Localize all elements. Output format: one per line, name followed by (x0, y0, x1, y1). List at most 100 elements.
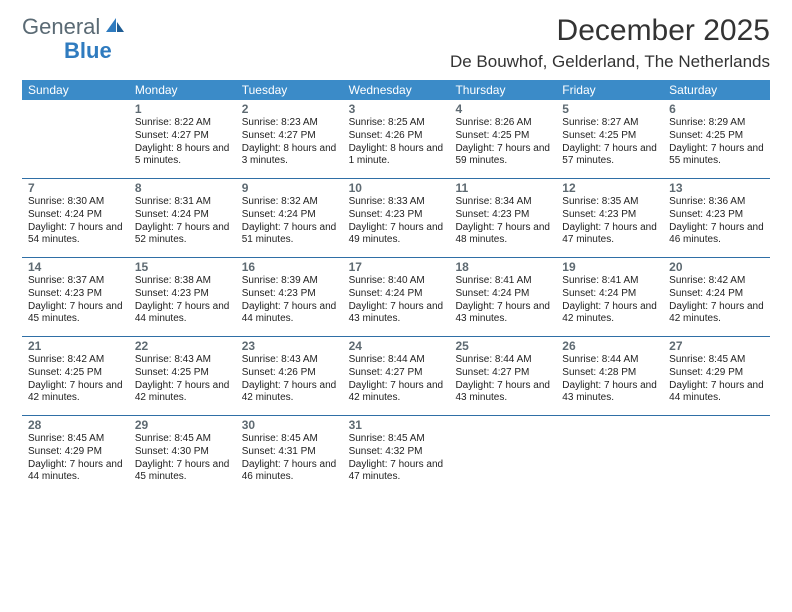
day-details: Sunrise: 8:41 AMSunset: 4:24 PMDaylight:… (562, 275, 657, 326)
sunrise-text: Sunrise: 8:31 AM (135, 196, 230, 209)
sunrise-text: Sunrise: 8:45 AM (28, 433, 123, 446)
sunset-text: Sunset: 4:29 PM (28, 446, 123, 459)
daylight-text: Daylight: 7 hours and 57 minutes. (562, 143, 657, 169)
calendar-day: 14Sunrise: 8:37 AMSunset: 4:23 PMDayligh… (22, 258, 129, 336)
sunset-text: Sunset: 4:23 PM (242, 288, 337, 301)
day-details: Sunrise: 8:42 AMSunset: 4:25 PMDaylight:… (28, 354, 123, 405)
day-details: Sunrise: 8:22 AMSunset: 4:27 PMDaylight:… (135, 117, 230, 168)
calendar-day: 12Sunrise: 8:35 AMSunset: 4:23 PMDayligh… (556, 179, 663, 257)
calendar-day: 18Sunrise: 8:41 AMSunset: 4:24 PMDayligh… (449, 258, 556, 336)
sunrise-text: Sunrise: 8:35 AM (562, 196, 657, 209)
sunset-text: Sunset: 4:26 PM (242, 367, 337, 380)
day-number: 21 (28, 339, 123, 353)
day-details: Sunrise: 8:44 AMSunset: 4:27 PMDaylight:… (455, 354, 550, 405)
day-number: 1 (135, 102, 230, 116)
weekday-header: Monday (129, 80, 236, 100)
calendar-day: 3Sunrise: 8:25 AMSunset: 4:26 PMDaylight… (343, 100, 450, 178)
weekday-header: Saturday (663, 80, 770, 100)
sunrise-text: Sunrise: 8:38 AM (135, 275, 230, 288)
daylight-text: Daylight: 7 hours and 45 minutes. (135, 459, 230, 485)
weekday-header: Thursday (449, 80, 556, 100)
day-details: Sunrise: 8:32 AMSunset: 4:24 PMDaylight:… (242, 196, 337, 247)
daylight-text: Daylight: 7 hours and 46 minutes. (242, 459, 337, 485)
sunset-text: Sunset: 4:26 PM (349, 130, 444, 143)
daylight-text: Daylight: 7 hours and 44 minutes. (28, 459, 123, 485)
sunset-text: Sunset: 4:25 PM (669, 130, 764, 143)
sunset-text: Sunset: 4:27 PM (135, 130, 230, 143)
day-number: 7 (28, 181, 123, 195)
day-details: Sunrise: 8:37 AMSunset: 4:23 PMDaylight:… (28, 275, 123, 326)
day-number: 12 (562, 181, 657, 195)
calendar-day: 29Sunrise: 8:45 AMSunset: 4:30 PMDayligh… (129, 416, 236, 494)
daylight-text: Daylight: 7 hours and 55 minutes. (669, 143, 764, 169)
day-details: Sunrise: 8:43 AMSunset: 4:25 PMDaylight:… (135, 354, 230, 405)
day-details: Sunrise: 8:38 AMSunset: 4:23 PMDaylight:… (135, 275, 230, 326)
daylight-text: Daylight: 7 hours and 42 minutes. (28, 380, 123, 406)
sunset-text: Sunset: 4:24 PM (242, 209, 337, 222)
day-details: Sunrise: 8:27 AMSunset: 4:25 PMDaylight:… (562, 117, 657, 168)
daylight-text: Daylight: 7 hours and 47 minutes. (349, 459, 444, 485)
calendar-day (663, 416, 770, 494)
sunrise-text: Sunrise: 8:43 AM (242, 354, 337, 367)
logo-text-general: General (22, 14, 100, 40)
day-details: Sunrise: 8:44 AMSunset: 4:28 PMDaylight:… (562, 354, 657, 405)
location-text: De Bouwhof, Gelderland, The Netherlands (450, 52, 770, 72)
day-details: Sunrise: 8:42 AMSunset: 4:24 PMDaylight:… (669, 275, 764, 326)
day-details: Sunrise: 8:30 AMSunset: 4:24 PMDaylight:… (28, 196, 123, 247)
calendar-week: 14Sunrise: 8:37 AMSunset: 4:23 PMDayligh… (22, 258, 770, 337)
daylight-text: Daylight: 7 hours and 47 minutes. (562, 222, 657, 248)
sunrise-text: Sunrise: 8:37 AM (28, 275, 123, 288)
sunset-text: Sunset: 4:23 PM (669, 209, 764, 222)
daylight-text: Daylight: 7 hours and 59 minutes. (455, 143, 550, 169)
day-details: Sunrise: 8:45 AMSunset: 4:30 PMDaylight:… (135, 433, 230, 484)
day-number: 29 (135, 418, 230, 432)
daylight-text: Daylight: 7 hours and 42 minutes. (669, 301, 764, 327)
sunset-text: Sunset: 4:23 PM (455, 209, 550, 222)
calendar-day: 1Sunrise: 8:22 AMSunset: 4:27 PMDaylight… (129, 100, 236, 178)
daylight-text: Daylight: 7 hours and 51 minutes. (242, 222, 337, 248)
logo-text-blue: Blue (64, 38, 112, 64)
sunrise-text: Sunrise: 8:44 AM (562, 354, 657, 367)
sunset-text: Sunset: 4:23 PM (562, 209, 657, 222)
day-number: 14 (28, 260, 123, 274)
daylight-text: Daylight: 7 hours and 45 minutes. (28, 301, 123, 327)
calendar-day: 21Sunrise: 8:42 AMSunset: 4:25 PMDayligh… (22, 337, 129, 415)
day-details: Sunrise: 8:39 AMSunset: 4:23 PMDaylight:… (242, 275, 337, 326)
day-number: 30 (242, 418, 337, 432)
calendar-day: 20Sunrise: 8:42 AMSunset: 4:24 PMDayligh… (663, 258, 770, 336)
day-number: 17 (349, 260, 444, 274)
sunrise-text: Sunrise: 8:33 AM (349, 196, 444, 209)
sunrise-text: Sunrise: 8:43 AM (135, 354, 230, 367)
day-number: 28 (28, 418, 123, 432)
sunset-text: Sunset: 4:28 PM (562, 367, 657, 380)
day-details: Sunrise: 8:40 AMSunset: 4:24 PMDaylight:… (349, 275, 444, 326)
calendar-day: 19Sunrise: 8:41 AMSunset: 4:24 PMDayligh… (556, 258, 663, 336)
calendar-day (449, 416, 556, 494)
sunset-text: Sunset: 4:24 PM (669, 288, 764, 301)
sunrise-text: Sunrise: 8:32 AM (242, 196, 337, 209)
calendar-day: 30Sunrise: 8:45 AMSunset: 4:31 PMDayligh… (236, 416, 343, 494)
day-details: Sunrise: 8:29 AMSunset: 4:25 PMDaylight:… (669, 117, 764, 168)
calendar-day: 28Sunrise: 8:45 AMSunset: 4:29 PMDayligh… (22, 416, 129, 494)
daylight-text: Daylight: 7 hours and 54 minutes. (28, 222, 123, 248)
day-number: 13 (669, 181, 764, 195)
calendar-day: 8Sunrise: 8:31 AMSunset: 4:24 PMDaylight… (129, 179, 236, 257)
sunset-text: Sunset: 4:25 PM (455, 130, 550, 143)
sunrise-text: Sunrise: 8:40 AM (349, 275, 444, 288)
logo: General (22, 14, 126, 40)
daylight-text: Daylight: 7 hours and 42 minutes. (242, 380, 337, 406)
day-details: Sunrise: 8:43 AMSunset: 4:26 PMDaylight:… (242, 354, 337, 405)
calendar-day: 6Sunrise: 8:29 AMSunset: 4:25 PMDaylight… (663, 100, 770, 178)
daylight-text: Daylight: 7 hours and 49 minutes. (349, 222, 444, 248)
day-number: 26 (562, 339, 657, 353)
calendar-day: 9Sunrise: 8:32 AMSunset: 4:24 PMDaylight… (236, 179, 343, 257)
sunset-text: Sunset: 4:29 PM (669, 367, 764, 380)
day-details: Sunrise: 8:45 AMSunset: 4:31 PMDaylight:… (242, 433, 337, 484)
day-number: 11 (455, 181, 550, 195)
day-number: 18 (455, 260, 550, 274)
weekday-header-row: Sunday Monday Tuesday Wednesday Thursday… (22, 80, 770, 100)
daylight-text: Daylight: 7 hours and 43 minutes. (349, 301, 444, 327)
sunset-text: Sunset: 4:31 PM (242, 446, 337, 459)
daylight-text: Daylight: 8 hours and 1 minute. (349, 143, 444, 169)
day-details: Sunrise: 8:33 AMSunset: 4:23 PMDaylight:… (349, 196, 444, 247)
